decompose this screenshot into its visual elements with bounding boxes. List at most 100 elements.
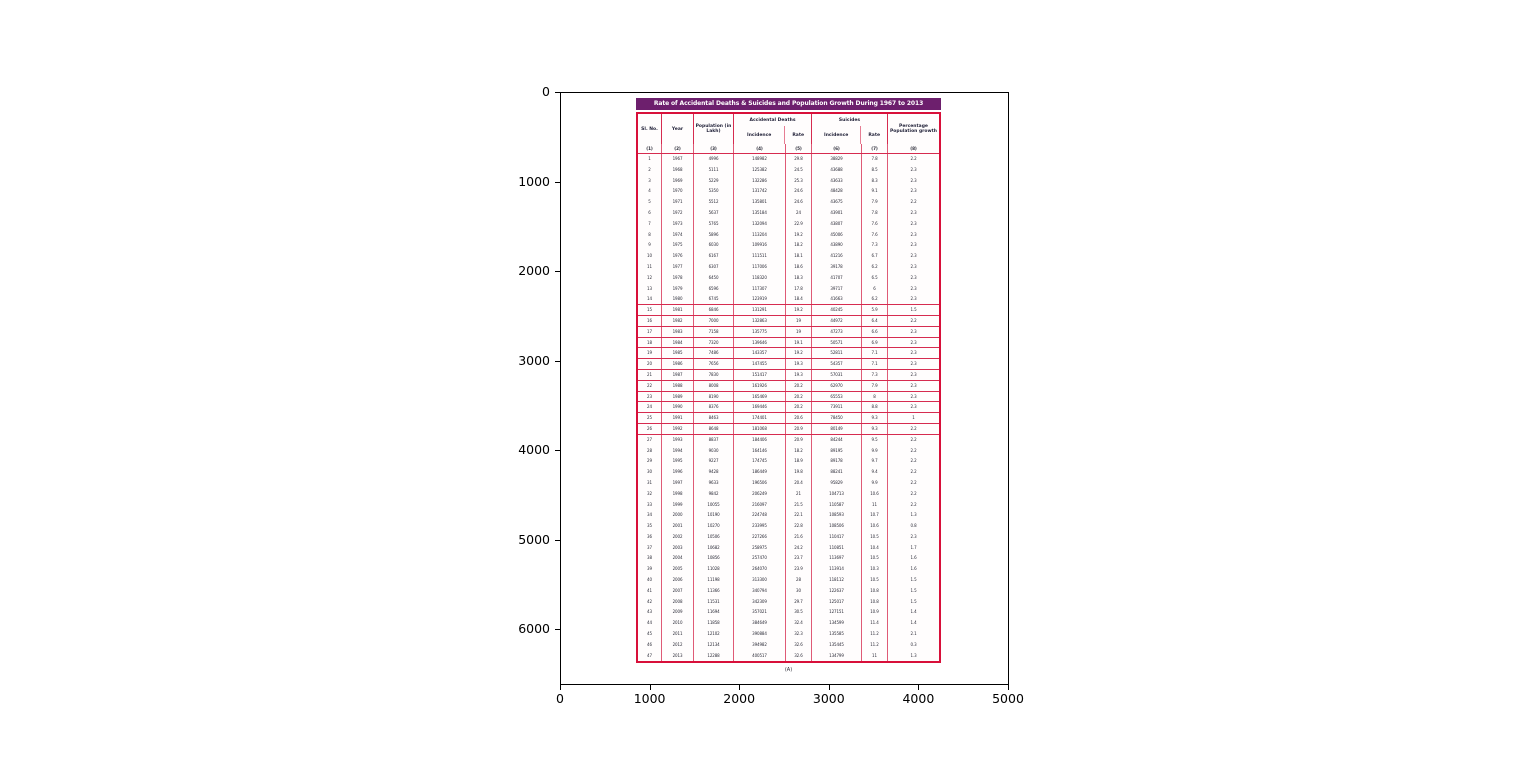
table-cell: 24.2 [786,542,812,554]
table-cell: 2.2 [910,436,917,442]
table-cell: 2008 [662,596,694,608]
table-cell: 118112 [812,575,862,586]
y-tick-label: 4000 [518,442,550,457]
table-cell: 227266 [734,531,786,543]
table-row: 31 1997 9633 196506 20.4 95829 9.9 2.2 [638,477,939,489]
table-cell: 2.3 [910,361,917,367]
table-cell: 6.7 [862,251,888,262]
header-population: Population (in Lakh) [694,114,734,144]
table-cell: 117006 [734,261,786,273]
table-row: 26 1992 8648 181068 20.9 80149 9.3 2.2 [638,423,939,435]
table-cell: 2.2 [910,156,917,161]
table-cell: 1.6 [910,555,917,561]
table-cell: 65553 [812,391,862,402]
table-row: 3 1969 5229 132286 25.3 43633 8.3 2.3 [638,175,939,187]
table-cell: 10 [638,251,662,262]
table-cell: 6030 [694,240,734,252]
table-cell: 6.4 [862,315,888,326]
table-cell: 1980 [662,294,694,305]
table-cell: 1998 [662,488,694,500]
table-cell: 5896 [694,229,734,241]
table-cell: 5 [638,197,662,208]
table-cell: 1992 [662,423,694,434]
table-cell: 186449 [734,467,786,478]
table-cell: 10682 [694,542,734,554]
table-cell: 17 [638,326,662,337]
y-tick-mark [555,181,560,183]
table-row: 13 1979 6596 117307 17.8 39717 6 2.3 [638,283,939,295]
table-cell: 131291 [734,305,786,315]
table-cell: 18.4 [786,294,812,305]
table-cell: 12102 [694,629,734,640]
table-cell: 9.3 [862,423,888,434]
table-cell: 1.4 [910,620,917,626]
table-cell: 11.4 [862,618,888,630]
header-label: Sl. No. [641,126,658,132]
table-cell: 7.3 [862,240,888,252]
table-cell: 19.3 [786,359,812,369]
table-cell: 11 [862,650,888,662]
table-cell: 6745 [694,294,734,305]
table-cell: 11694 [694,607,734,619]
table-cell: 169446 [734,402,786,413]
table-row: 9 1975 6030 109916 18.2 43890 7.3 2.3 [638,240,939,252]
table-cell: 20.2 [786,402,812,413]
table-cell: 113204 [734,229,786,241]
table-cell: 17.8 [786,283,812,295]
table-cell: 8 [638,229,662,241]
x-tick-mark [828,685,830,690]
table-cell: 47 [638,650,662,662]
table-header-row: Sl. No. Year Population (in Lakh) Accide… [638,114,939,144]
table-cell: 118320 [734,272,786,284]
table-cell: 46 [638,639,662,651]
table-cell: 10856 [694,553,734,565]
table-cell: 38 [638,553,662,565]
table-cell: 12288 [694,650,734,662]
table-cell: 5350 [694,186,734,198]
x-tick-label: 1000 [633,691,666,706]
table-cell: 111511 [734,251,786,262]
header-population-growth: Percentage Population growth [888,114,939,144]
header-label: Percentage Population growth [890,124,937,134]
table-cell: 10506 [694,531,734,543]
table-cell: 10.5 [862,553,888,565]
table-cell: 104713 [812,488,862,500]
table-row: 30 1996 9428 186449 19.8 88241 9.4 2.2 [638,467,939,478]
table-row: 19 1985 7486 143357 19.2 52811 7.1 2.3 [638,348,939,360]
table-cell: 37 [638,542,662,554]
table-row: 35 2001 10270 233995 22.8 108506 10.6 0.8 [638,521,939,532]
table-cell: 6167 [694,251,734,262]
table-cell: 18.2 [786,240,812,252]
table-cell: 1989 [662,391,694,402]
table-cell: 22.8 [786,521,812,532]
table-cell: 1986 [662,359,694,369]
group-label: Suicides [838,117,861,123]
table-cell: 2.2 [910,425,917,431]
table-cell: 39178 [812,261,862,273]
table-cell: 7 [638,218,662,230]
table-cell: 1968 [662,164,694,176]
table-cell: 108506 [812,521,862,532]
table-cell: 30 [786,585,812,597]
table-cell: 1995 [662,456,694,468]
x-tick-mark [1008,685,1009,690]
table-cell: 9030 [694,445,734,457]
table-cell: 16 [638,315,662,326]
group-label: Accidental Deaths [749,117,796,123]
table-cell: 2009 [662,607,694,619]
table-row: 38 2004 10856 257470 23.7 113697 10.5 1.6 [638,553,939,565]
table-row: 45 2011 12102 390884 32.3 135585 11.2 2.1 [638,629,939,640]
table-row: 11 1977 6307 117006 18.6 39178 6.2 2.3 [638,261,939,273]
table-cell: 20.2 [786,391,812,402]
table-cell: 2.3 [910,382,917,388]
table-cell: 10.9 [862,607,888,619]
table-cell: 1999 [662,499,694,511]
table-cell: 19.2 [786,229,812,241]
table-cell: 5765 [694,218,734,230]
table-cell: 1 [638,154,662,165]
table-cell: 10190 [694,510,734,522]
table-cell: 18.1 [786,251,812,262]
table-body: 1 1967 4996 148982 29.8 38829 7.8 2.2 2 1968 5111 1… [638,154,939,662]
table-cell: 127151 [812,607,862,619]
table-cell: 41216 [812,251,862,262]
